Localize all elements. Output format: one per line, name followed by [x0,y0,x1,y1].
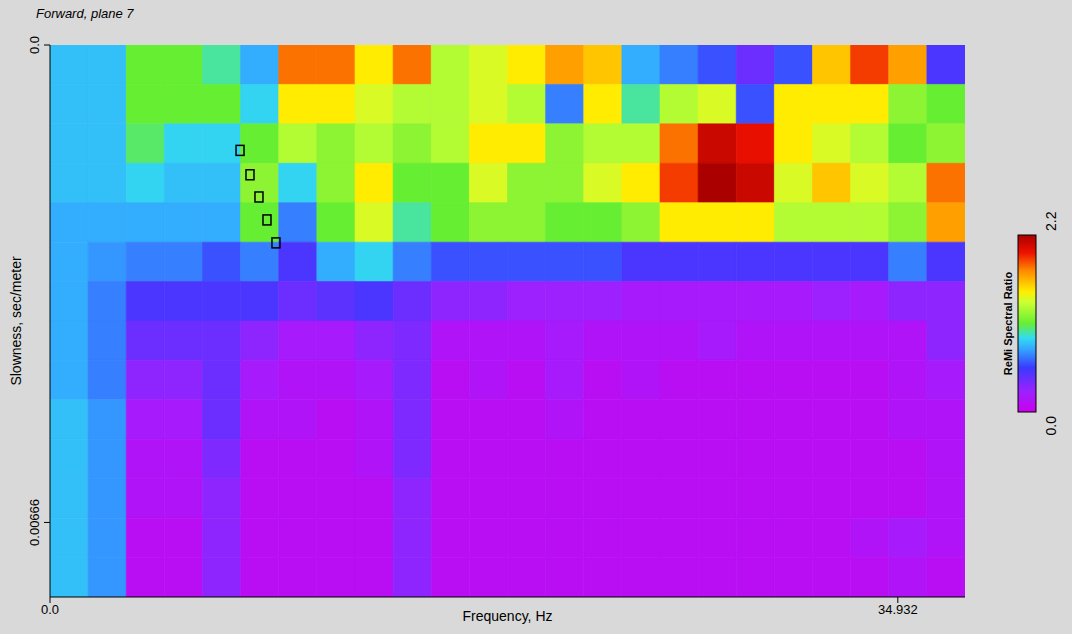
svg-text:0.0: 0.0 [1043,416,1059,436]
svg-text:2.2: 2.2 [1043,211,1059,231]
svg-text:0.0: 0.0 [41,602,59,617]
svg-text:Frequency, Hz: Frequency, Hz [463,608,553,624]
svg-text:0.0: 0.0 [27,36,42,54]
svg-text:0.00666: 0.00666 [27,499,42,546]
svg-text:ReMi Spectral Ratio: ReMi Spectral Ratio [1002,272,1014,376]
html-text:Forward, plane 7: Forward, plane 7 [36,6,134,21]
svg-text:34.932: 34.932 [878,602,918,617]
svg-text:Slowness, sec/meter: Slowness, sec/meter [8,256,24,385]
